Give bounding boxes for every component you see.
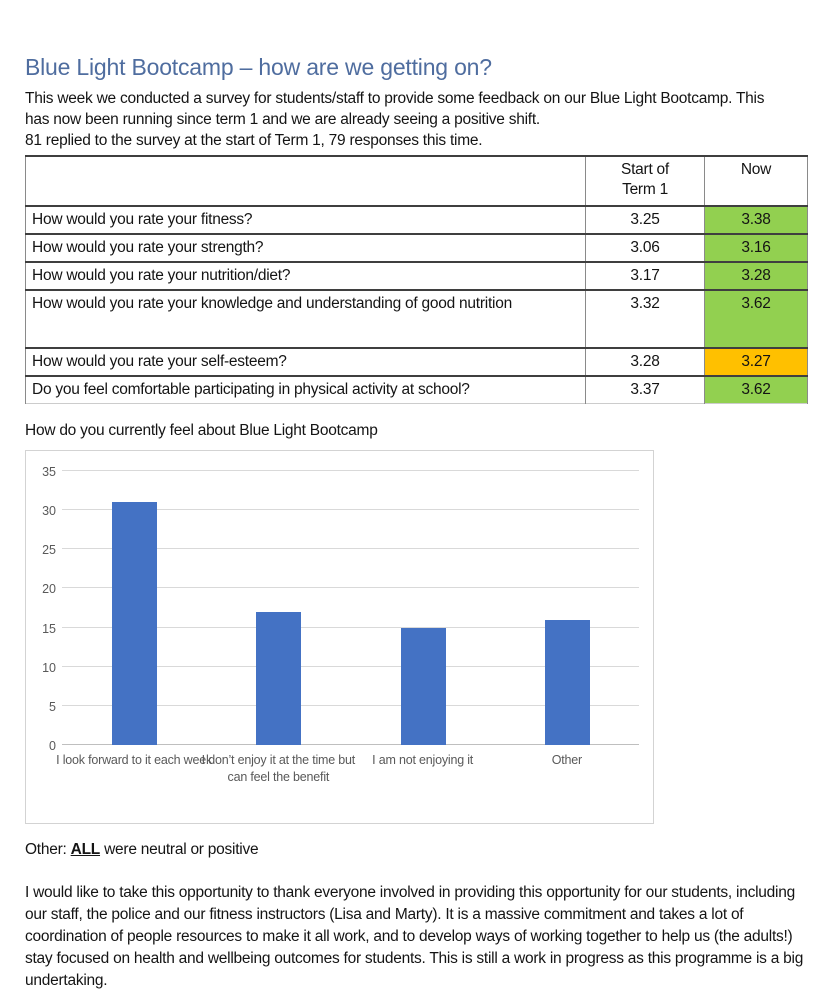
chart-title: How do you currently feel about Blue Lig…	[25, 422, 378, 439]
x-axis-category-label: I don’t enjoy it at the time but can fee…	[201, 753, 356, 784]
question-column-header	[25, 156, 586, 207]
now-value-cell: 3.62	[704, 290, 808, 349]
other-note: Other: ALL were neutral or positive	[25, 839, 808, 860]
bar-4	[544, 619, 590, 745]
gridline	[62, 744, 639, 745]
question-cell: How would you rate your self-esteem?	[25, 348, 586, 377]
start-of-term-value-cell: 3.28	[585, 348, 705, 377]
start-of-term-value-cell: 3.37	[585, 376, 705, 404]
now-value-cell: 3.27	[704, 348, 808, 377]
start-of-term-value-cell: 3.06	[585, 234, 705, 263]
now-value-cell: 3.28	[704, 262, 808, 291]
table-row: How would you rate your self-esteem? 3.28…	[25, 348, 808, 377]
bar-3	[400, 627, 446, 745]
table-body: How would you rate your fitness? 3.25 3.38…	[25, 206, 808, 404]
bar-2	[256, 611, 302, 745]
y-axis-tick-label: 20	[42, 582, 56, 597]
gridline	[62, 626, 639, 628]
other-note-emphasis: ALL	[70, 841, 101, 858]
gridline	[62, 470, 639, 471]
now-value-cell: 3.62	[704, 376, 808, 404]
page-title: Blue Light Bootcamp – how are we getting…	[25, 54, 492, 80]
x-axis-category-label: I look forward to it each week	[56, 753, 213, 767]
gridline	[62, 665, 639, 667]
gridline	[62, 587, 639, 589]
gridline	[62, 509, 639, 511]
question-cell: How would you rate your fitness?	[25, 206, 586, 235]
table-row: How would you rate your strength? 3.06 3.1…	[25, 234, 808, 263]
y-axis-tick-label: 10	[42, 660, 56, 675]
table-row: How would you rate your fitness? 3.25 3.38	[25, 206, 808, 235]
x-axis-category-label: Other	[551, 753, 582, 767]
question-cell: How would you rate your knowledge and un…	[25, 290, 586, 349]
y-axis-tick-label: 5	[49, 699, 56, 714]
start-of-term-column-header: Start of Term 1	[585, 156, 705, 207]
y-axis-tick-label: 15	[42, 621, 56, 636]
chart-plot-area: 0 5 10 15 20 25 30 35 I look forward to it each …	[42, 465, 639, 784]
survey-results-table: Start of Term 1 Now How would you rate y…	[25, 155, 808, 404]
intro-paragraph: This week we conducted a survey for stud…	[25, 90, 765, 128]
question-cell: How would you rate your nutrition/diet?	[25, 262, 586, 291]
question-cell: Do you feel comfortable participating in…	[25, 376, 586, 404]
now-value-cell: 3.38	[704, 206, 808, 235]
y-axis-tick-label: 0	[49, 739, 56, 753]
y-axis-tick-label: 35	[42, 465, 56, 479]
y-axis-tick-label: 30	[42, 504, 56, 519]
table-row: How would you rate your knowledge and un…	[25, 290, 808, 349]
table-header-row: Start of Term 1 Now	[25, 156, 808, 207]
now-column-header: Now	[704, 156, 808, 207]
closing-paragraph: I would like to take this opportunity to…	[25, 884, 804, 989]
start-of-term-value-cell: 3.32	[585, 290, 705, 349]
other-note-prefix: Other:	[25, 841, 71, 858]
start-of-term-value-cell: 3.25	[585, 206, 705, 235]
x-axis-category-label: I am not enjoying it	[372, 753, 474, 767]
y-axis-tick-label: 25	[42, 543, 56, 558]
table-row: How would you rate your nutrition/diet? 3…	[25, 262, 808, 291]
bar-1	[112, 502, 158, 745]
question-cell: How would you rate your strength?	[25, 234, 586, 263]
start-of-term-value-cell: 3.17	[585, 262, 705, 291]
other-note-suffix: were neutral or positive	[100, 841, 259, 858]
gridline	[62, 704, 639, 706]
gridline	[62, 548, 639, 550]
table-row: Do you feel comfortable participating in…	[25, 376, 808, 404]
feelings-bar-chart: 0 5 10 15 20 25 30 35 I look forward to it each …	[25, 450, 654, 824]
now-value-cell: 3.16	[704, 234, 808, 263]
intro-stats-line: 81 replied to the survey at the start of…	[25, 132, 483, 149]
